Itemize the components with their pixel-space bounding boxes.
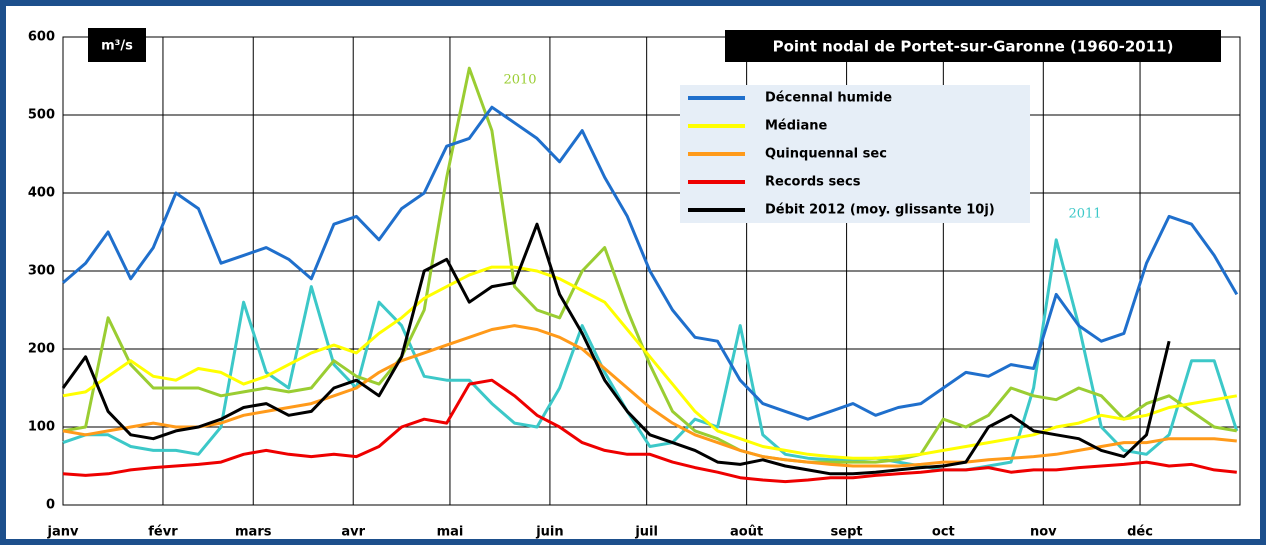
- legend-label: Débit 2012 (moy. glissante 10j): [765, 203, 995, 218]
- x-tick-label: mai: [437, 525, 464, 540]
- series-line: [62, 324, 1237, 468]
- y-tick-label: 400: [28, 186, 55, 201]
- chart-title: Point nodal de Portet-sur-Garonne (1960-…: [773, 38, 1174, 56]
- legend: Décennal humide Médiane Quinquennal sec Rec…: [688, 91, 995, 218]
- series-line: [61, 222, 1171, 476]
- y-tick-label: 600: [28, 30, 55, 45]
- series-line: [62, 105, 1239, 421]
- x-tick-label: août: [730, 525, 763, 540]
- x-tick-label: juil: [634, 525, 658, 540]
- y-tick-label: 500: [28, 108, 55, 123]
- series-line: [62, 66, 1238, 464]
- y-axis-unit: m³/s: [101, 39, 133, 54]
- x-tick-label: déc: [1127, 525, 1153, 540]
- series-annotation: 2011: [1068, 207, 1101, 222]
- x-tick-label: févr: [148, 525, 178, 540]
- y-tick-label: 0: [46, 498, 55, 513]
- unit-box: [88, 28, 146, 62]
- series-line: [62, 378, 1237, 484]
- x-tick-label: avr: [341, 525, 365, 540]
- x-tick-label: nov: [1030, 525, 1057, 540]
- x-tick-label: sept: [831, 525, 863, 540]
- grid: 0 100 200 300 400 500 600 janv févr mars avr mai jui…: [28, 30, 1241, 540]
- x-tick-label: juin: [535, 525, 563, 540]
- legend-label: Records secs: [765, 175, 861, 190]
- legend-label: Décennal humide: [765, 91, 892, 106]
- lines: [61, 66, 1239, 484]
- title-box: [725, 30, 1221, 62]
- series-line: [62, 238, 1239, 472]
- legend-label: Médiane: [765, 119, 828, 134]
- series-annotation: 2010: [503, 73, 536, 88]
- y-tick-label: 200: [28, 342, 55, 357]
- y-tick-label: 100: [28, 420, 55, 435]
- y-tick-label: 300: [28, 264, 55, 279]
- x-tick-label: mars: [235, 525, 272, 540]
- x-tick-label: oct: [932, 525, 955, 540]
- legend-label: Quinquennal sec: [765, 147, 887, 162]
- x-tick-label: janv: [47, 525, 79, 540]
